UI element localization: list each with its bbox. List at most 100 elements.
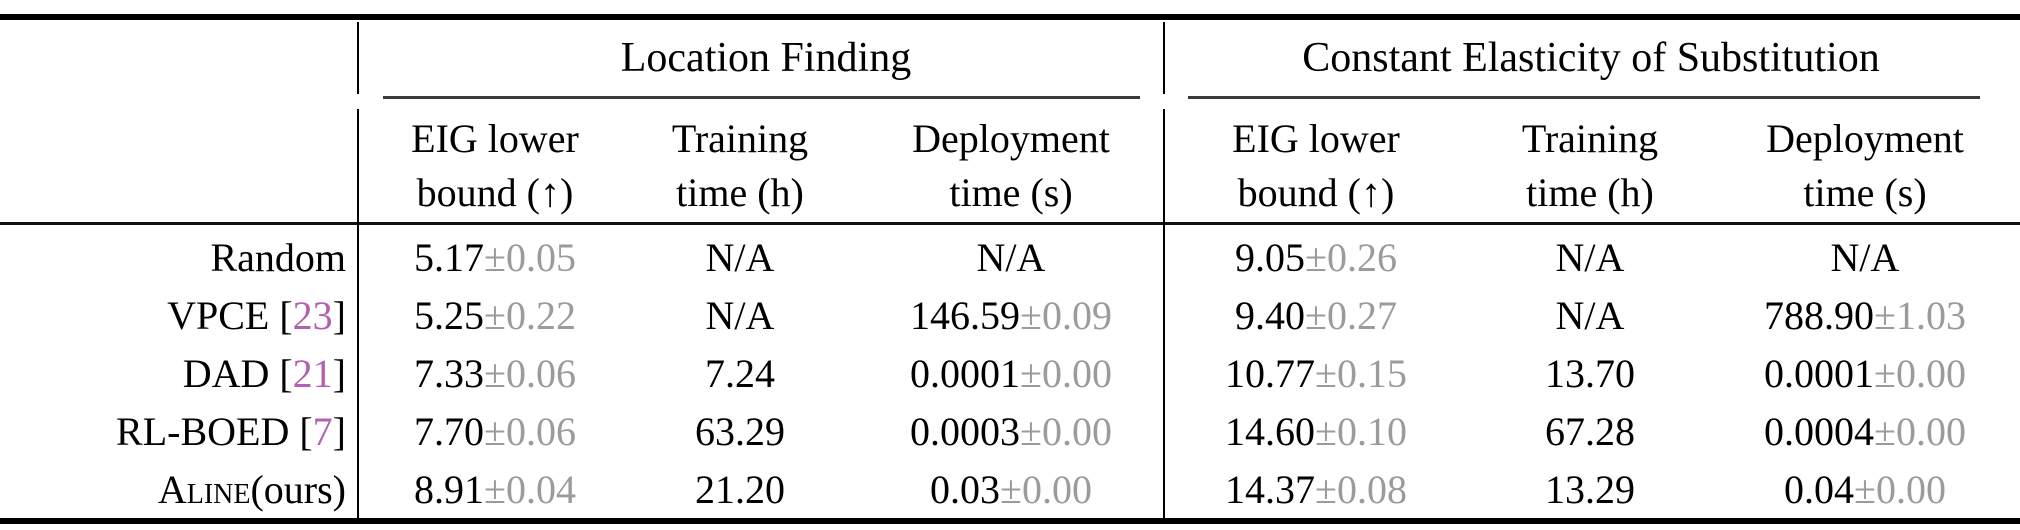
- error-value: ±0.00: [1020, 409, 1112, 454]
- table-grid: Location Finding Constant Elasticity of …: [0, 20, 2020, 519]
- row-label-random: Random: [0, 229, 370, 287]
- value: 67.28: [1545, 409, 1635, 454]
- cmidrule-location-finding: [383, 96, 1140, 99]
- column-header-lf-deployment: Deployment time (s): [860, 110, 1162, 221]
- value-cell: 0.03 ±0.00: [860, 461, 1162, 519]
- value-cell: 13.29: [1470, 461, 1710, 519]
- value-cell: 0.0003 ±0.00: [860, 403, 1162, 461]
- column-header-ces-deployment: Deployment time (s): [1710, 110, 2020, 221]
- value: 7.33: [414, 351, 485, 396]
- column-separator-1: [357, 109, 359, 518]
- error-value: ±0.06: [484, 351, 576, 396]
- column-separator-2: [1163, 109, 1165, 518]
- group-title-ces: Constant Elasticity of Substitution: [1302, 34, 1880, 81]
- column-header-line: Deployment: [912, 115, 1110, 161]
- column-header-line: EIG lower: [411, 115, 579, 161]
- method-name-suffix: ]: [332, 409, 346, 454]
- value: 10.77: [1225, 351, 1316, 396]
- value-cell: N/A: [1470, 287, 1710, 345]
- value: 7.24: [705, 351, 775, 396]
- error-value: ±0.08: [1315, 467, 1407, 512]
- value: 63.29: [695, 409, 785, 454]
- column-header-line: Deployment: [1766, 115, 1964, 161]
- column-separator-1: [357, 22, 359, 94]
- value: 21.20: [695, 467, 785, 512]
- value-cell: 13.70: [1470, 345, 1710, 403]
- row-label-dad: DAD [21]: [0, 345, 370, 403]
- column-header-line: EIG lower: [1232, 115, 1400, 161]
- value: 5.25: [414, 293, 485, 338]
- value-cell: 7.70 ±0.06: [370, 403, 620, 461]
- value: N/A: [1555, 293, 1625, 338]
- method-name: RL-BOED [: [116, 409, 313, 454]
- method-name: DAD [: [182, 351, 293, 396]
- value-cell: 67.28: [1470, 403, 1710, 461]
- error-value: ±0.10: [1315, 409, 1407, 454]
- error-value: ±0.22: [484, 293, 576, 338]
- value: 9.40: [1235, 293, 1306, 338]
- value-cell: 9.40 ±0.27: [1162, 287, 1470, 345]
- column-separator-2: [1163, 22, 1165, 94]
- column-header-line: time (h): [1526, 169, 1654, 215]
- value: 788.90: [1764, 293, 1875, 338]
- midrule-spacer: [0, 221, 2020, 229]
- value: N/A: [976, 235, 1046, 280]
- value-cell: 21.20: [620, 461, 860, 519]
- value: 7.70: [414, 409, 485, 454]
- value: 8.91: [414, 467, 485, 512]
- value-cell: 0.04 ±0.00: [1710, 461, 2020, 519]
- value-cell: 0.0001 ±0.00: [1710, 345, 2020, 403]
- column-header-ces-eig: EIG lower bound (↑): [1162, 110, 1470, 221]
- group-title-location-finding: Location Finding: [620, 34, 912, 81]
- citation-link[interactable]: 21: [292, 351, 333, 396]
- column-header-line: time (s): [949, 169, 1073, 215]
- row-label-rl-boed: RL-BOED [7]: [0, 403, 370, 461]
- value: N/A: [1555, 235, 1625, 280]
- column-header-line: Training: [671, 115, 809, 161]
- value-cell: 0.0001 ±0.00: [860, 345, 1162, 403]
- error-value: ±0.26: [1305, 235, 1397, 280]
- value-cell: 5.17 ±0.05: [370, 229, 620, 287]
- value: 0.0001: [910, 351, 1021, 396]
- error-value: ±0.15: [1315, 351, 1407, 396]
- cmidrule-spacer: [0, 95, 2020, 110]
- citation-link[interactable]: 23: [292, 293, 333, 338]
- value-cell: N/A: [1470, 229, 1710, 287]
- value-cell: 788.90 ±1.03: [1710, 287, 2020, 345]
- value-cell: 146.59 ±0.09: [860, 287, 1162, 345]
- method-name-suffix: ]: [332, 351, 346, 396]
- error-value: ±0.04: [484, 467, 576, 512]
- corner-spacer: [0, 20, 370, 95]
- value-cell: 0.0004 ±0.00: [1710, 403, 2020, 461]
- column-header-line: time (h): [676, 169, 804, 215]
- method-name: Random: [210, 235, 346, 280]
- bottomrule: [0, 518, 2020, 524]
- value-cell: 7.33 ±0.06: [370, 345, 620, 403]
- value: N/A: [1830, 235, 1900, 280]
- error-value: ±0.00: [1000, 467, 1092, 512]
- citation-link[interactable]: 7: [312, 409, 333, 454]
- column-header-lf-training: Training time (h): [620, 110, 860, 221]
- error-value: ±0.09: [1020, 293, 1112, 338]
- value: 13.29: [1545, 467, 1635, 512]
- value: 14.60: [1225, 409, 1316, 454]
- value-cell: N/A: [620, 229, 860, 287]
- value-cell: 7.24: [620, 345, 860, 403]
- value-cell: 10.77 ±0.15: [1162, 345, 1470, 403]
- value: 5.17: [414, 235, 485, 280]
- value-cell: N/A: [1710, 229, 2020, 287]
- method-name-suffix: ]: [332, 293, 346, 338]
- cmidrule-ces: [1188, 96, 1980, 99]
- value: 0.0001: [1764, 351, 1875, 396]
- method-name-suffix: (ours): [250, 467, 346, 512]
- column-header-line: bound (↑): [416, 169, 574, 215]
- method-name: Aline: [157, 467, 251, 512]
- column-header-ces-training: Training time (h): [1470, 110, 1710, 221]
- value-cell: 8.91 ±0.04: [370, 461, 620, 519]
- value: 13.70: [1545, 351, 1635, 396]
- header-spacer: [0, 110, 370, 221]
- row-label-vpce: VPCE [23]: [0, 287, 370, 345]
- column-header-line: bound (↑): [1237, 169, 1395, 215]
- value: 14.37: [1225, 467, 1316, 512]
